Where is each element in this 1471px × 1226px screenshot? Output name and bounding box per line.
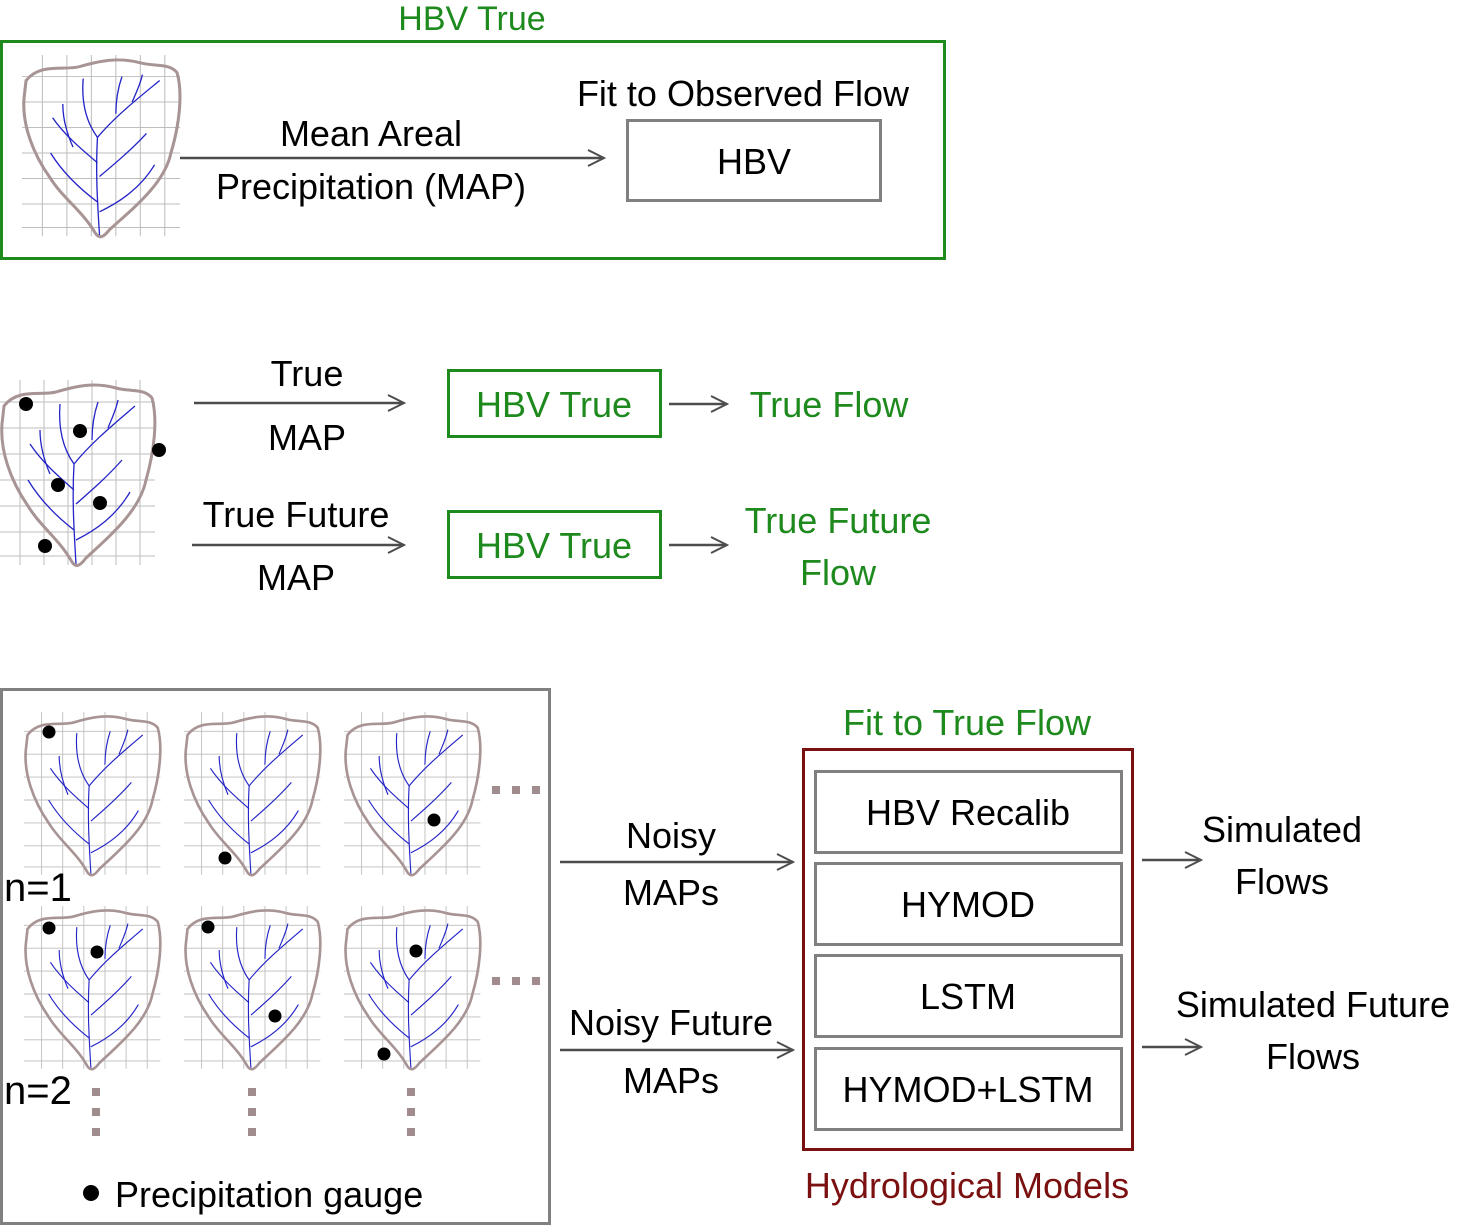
fit-observed-label: Fit to Observed Flow bbox=[577, 73, 910, 114]
ensemble-frame bbox=[0, 688, 551, 1225]
gauges-n1 bbox=[42, 725, 441, 865]
noisy-maps-label-2: MAPs bbox=[623, 872, 719, 913]
model-hbv-recalib-label: HBV Recalib bbox=[866, 792, 1070, 833]
catchment-n1-b bbox=[182, 710, 322, 877]
panel-top-frame bbox=[0, 40, 946, 260]
catchment-top bbox=[20, 53, 182, 239]
vertical-ellipsis bbox=[92, 1088, 415, 1136]
noisy-future-maps-label-1: Noisy Future bbox=[569, 1002, 773, 1043]
gauges-middle bbox=[19, 397, 166, 553]
simulated-future-flows-label-2: Flows bbox=[1266, 1036, 1360, 1077]
hbv-box-label: HBV bbox=[717, 141, 791, 182]
model-hymod-label: HYMOD bbox=[901, 884, 1035, 925]
catchment-n2-c bbox=[342, 904, 482, 1071]
true-flow-label: True Flow bbox=[750, 384, 910, 425]
true-future-map-label-bottom: MAP bbox=[257, 557, 335, 598]
true-future-flow-label-2: Flow bbox=[800, 552, 877, 593]
fit-true-flow-label: Fit to True Flow bbox=[843, 702, 1092, 743]
panel-top-title: HBV True bbox=[398, 0, 545, 38]
n2-label: n=2 bbox=[4, 1069, 72, 1113]
panel-top: HBV True Mean Areal Precipitation (MAP) … bbox=[0, 0, 946, 260]
true-future-flow-label-1: True Future bbox=[745, 500, 932, 541]
hydrological-models-caption: Hydrological Models bbox=[805, 1165, 1129, 1206]
legend-gauge-dot bbox=[83, 1185, 99, 1201]
model-hymod-lstm-label: HYMOD+LSTM bbox=[842, 1069, 1093, 1110]
gauges-n2 bbox=[42, 920, 423, 1061]
hbv-true-box-1-label: HBV True bbox=[476, 384, 632, 425]
models-frame bbox=[802, 748, 1134, 1151]
model-box-lstm bbox=[814, 954, 1123, 1038]
hbv-box bbox=[626, 119, 882, 202]
hbv-true-box-2 bbox=[447, 510, 662, 579]
noisy-maps-label-1: Noisy bbox=[626, 815, 716, 856]
model-box-hbv-recalib bbox=[814, 770, 1123, 854]
n1-label: n=1 bbox=[4, 866, 72, 910]
simulated-flows-label-2: Flows bbox=[1235, 861, 1329, 902]
ellipsis-n2 bbox=[492, 977, 540, 985]
map-arrow-label-1: Mean Areal bbox=[280, 113, 462, 154]
panel-middle: True MAP HBV True True Flow True Future … bbox=[0, 353, 931, 598]
model-lstm-label: LSTM bbox=[920, 976, 1016, 1017]
simulated-future-flows-label-1: Simulated Future bbox=[1176, 984, 1450, 1025]
true-map-label-top: True bbox=[271, 353, 344, 394]
true-future-map-label-top: True Future bbox=[203, 494, 390, 535]
hbv-true-box-1 bbox=[447, 369, 662, 438]
true-map-label-bottom: MAP bbox=[268, 417, 346, 458]
model-box-hymod-lstm bbox=[814, 1047, 1123, 1131]
catchment-n1-c bbox=[342, 710, 482, 877]
model-box-hymod bbox=[814, 862, 1123, 946]
hbv-true-box-2-label: HBV True bbox=[476, 525, 632, 566]
map-arrow-label-2: Precipitation (MAP) bbox=[216, 166, 526, 207]
noisy-future-maps-label-2: MAPs bbox=[623, 1060, 719, 1101]
ellipsis-n1 bbox=[492, 786, 540, 794]
panel-bottom: n=1 n=2 bbox=[0, 688, 1450, 1225]
legend-gauge-label: Precipitation gauge bbox=[115, 1174, 423, 1215]
simulated-flows-label-1: Simulated bbox=[1202, 809, 1362, 850]
